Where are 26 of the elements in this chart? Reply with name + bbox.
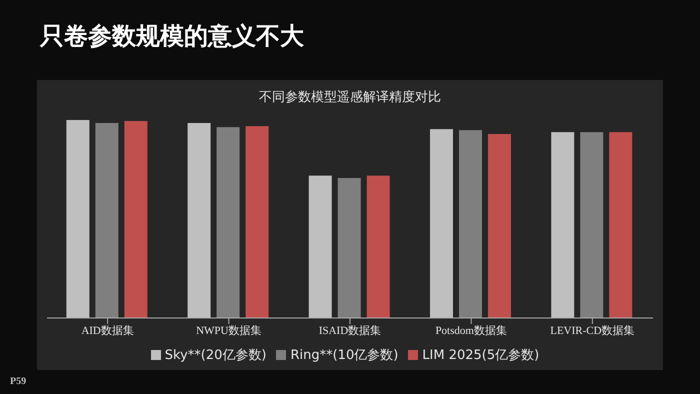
chart-subtitle: 不同参数模型遥感解译精度对比 bbox=[258, 89, 442, 106]
bar bbox=[458, 130, 482, 318]
chart-title: 只卷参数规模的意义不大 bbox=[40, 21, 304, 52]
x-tick-label: ISAID数据集 bbox=[318, 324, 382, 337]
x-tick-label: AID数据集 bbox=[81, 324, 134, 337]
bar bbox=[580, 132, 604, 318]
bar bbox=[338, 178, 361, 318]
x-tick-label: NWPU数据集 bbox=[196, 324, 262, 337]
bar bbox=[95, 122, 118, 318]
bar bbox=[246, 126, 269, 318]
text: P59 bbox=[10, 376, 26, 387]
bar bbox=[124, 120, 148, 318]
bar bbox=[188, 122, 211, 318]
bar bbox=[216, 127, 240, 318]
bar bbox=[430, 129, 453, 318]
bar bbox=[66, 120, 90, 318]
bar bbox=[366, 176, 390, 318]
x-tick-label: LEVIR-CD数据集 bbox=[550, 324, 635, 337]
legend-label: LIM 2025(5亿参数) bbox=[422, 348, 540, 363]
legend-label: Sky**(20亿参数) bbox=[164, 348, 266, 363]
bar bbox=[609, 132, 632, 318]
legend-label: Ring**(10亿参数) bbox=[290, 348, 398, 363]
bar bbox=[551, 132, 574, 318]
x-tick-label: Potsdom数据集 bbox=[435, 324, 507, 337]
bar bbox=[488, 134, 511, 318]
bar bbox=[308, 176, 332, 318]
